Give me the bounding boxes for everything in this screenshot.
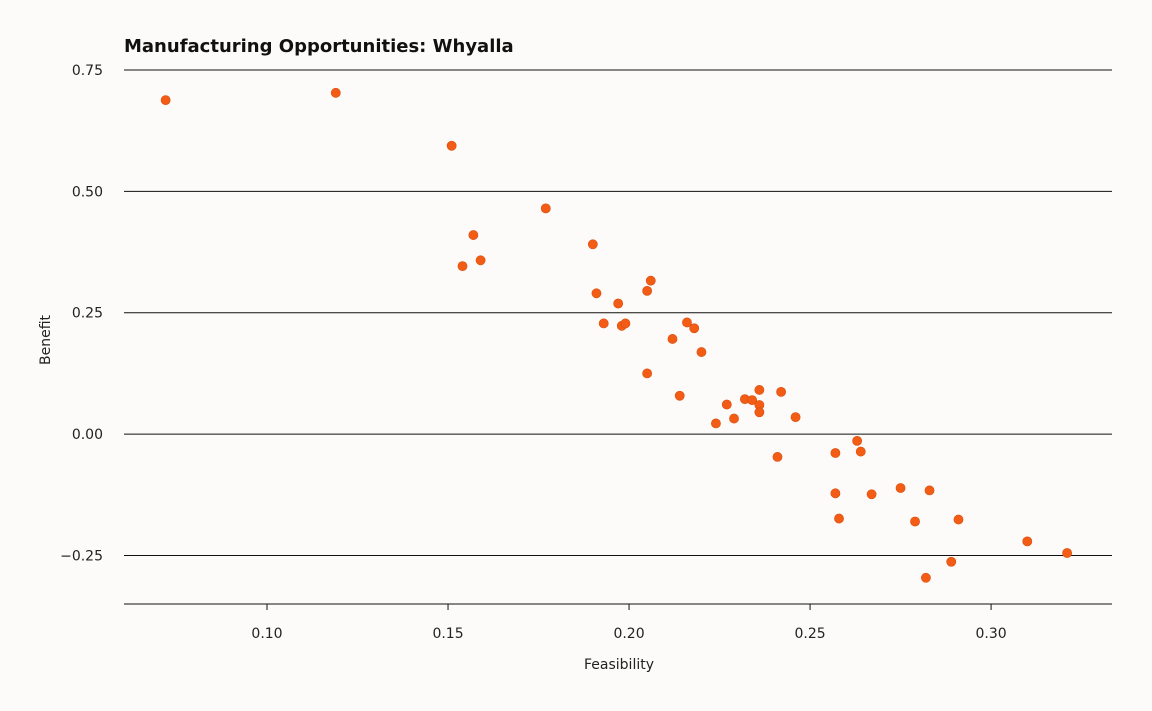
data-point [674, 390, 685, 401]
x-tick-label: 0.30 [975, 626, 1006, 642]
data-point [772, 452, 783, 462]
x-tick-label: 0.15 [432, 626, 463, 642]
data-point [696, 347, 707, 357]
data-point [866, 489, 877, 500]
data-point [620, 318, 631, 329]
data-point [721, 399, 732, 410]
data-point [468, 230, 479, 240]
data-point [830, 488, 841, 499]
y-tick-label: −0.25 [60, 548, 103, 564]
data-point [830, 448, 841, 458]
data-point [852, 435, 863, 446]
data-point [682, 317, 692, 328]
data-point [754, 407, 765, 418]
x-tick-label: 0.25 [794, 626, 825, 642]
data-point [790, 412, 801, 422]
data-point [711, 418, 721, 429]
data-point [1062, 548, 1073, 558]
y-tick-label: 0.75 [72, 63, 103, 79]
data-point [457, 261, 468, 272]
x-tick-label: 0.20 [613, 626, 644, 642]
data-point [910, 516, 920, 527]
y-tick-label: 0.50 [72, 184, 103, 200]
data-point [754, 385, 765, 395]
data-point [160, 95, 171, 105]
data-point [540, 203, 551, 214]
data-point [642, 285, 653, 296]
data-point [776, 386, 786, 397]
data-point [1022, 536, 1033, 547]
data-point [855, 446, 866, 457]
data-point [895, 483, 906, 493]
data-point [591, 288, 602, 299]
x-axis-label: Feasibility [584, 657, 654, 673]
data-points [160, 87, 1073, 583]
data-point [834, 513, 844, 524]
data-point [587, 239, 598, 250]
chart-title: Manufacturing Opportunities: Whyalla [124, 36, 514, 57]
data-point [924, 485, 935, 496]
data-point [598, 318, 609, 329]
data-point [953, 514, 964, 525]
x-tick-label: 0.10 [251, 626, 282, 642]
y-tick-label: 0.25 [72, 306, 103, 322]
y-axis-ticks: 0.75 0.50 0.25 0.00 −0.25 [60, 63, 103, 564]
y-tick-label: 0.00 [72, 427, 103, 443]
y-axis-label: Benefit [38, 314, 54, 365]
data-point [645, 275, 656, 286]
data-point [475, 255, 486, 266]
data-point [613, 298, 624, 309]
data-point [747, 395, 758, 406]
data-point [729, 413, 739, 424]
data-point [689, 323, 700, 334]
data-point [330, 87, 341, 98]
x-axis: 0.10 0.15 0.20 0.25 0.30 [124, 603, 1112, 642]
data-point [946, 556, 957, 567]
data-point [446, 140, 457, 151]
data-point [642, 368, 653, 379]
gridlines [124, 69, 1112, 556]
data-point [921, 572, 931, 583]
data-point [667, 334, 678, 344]
